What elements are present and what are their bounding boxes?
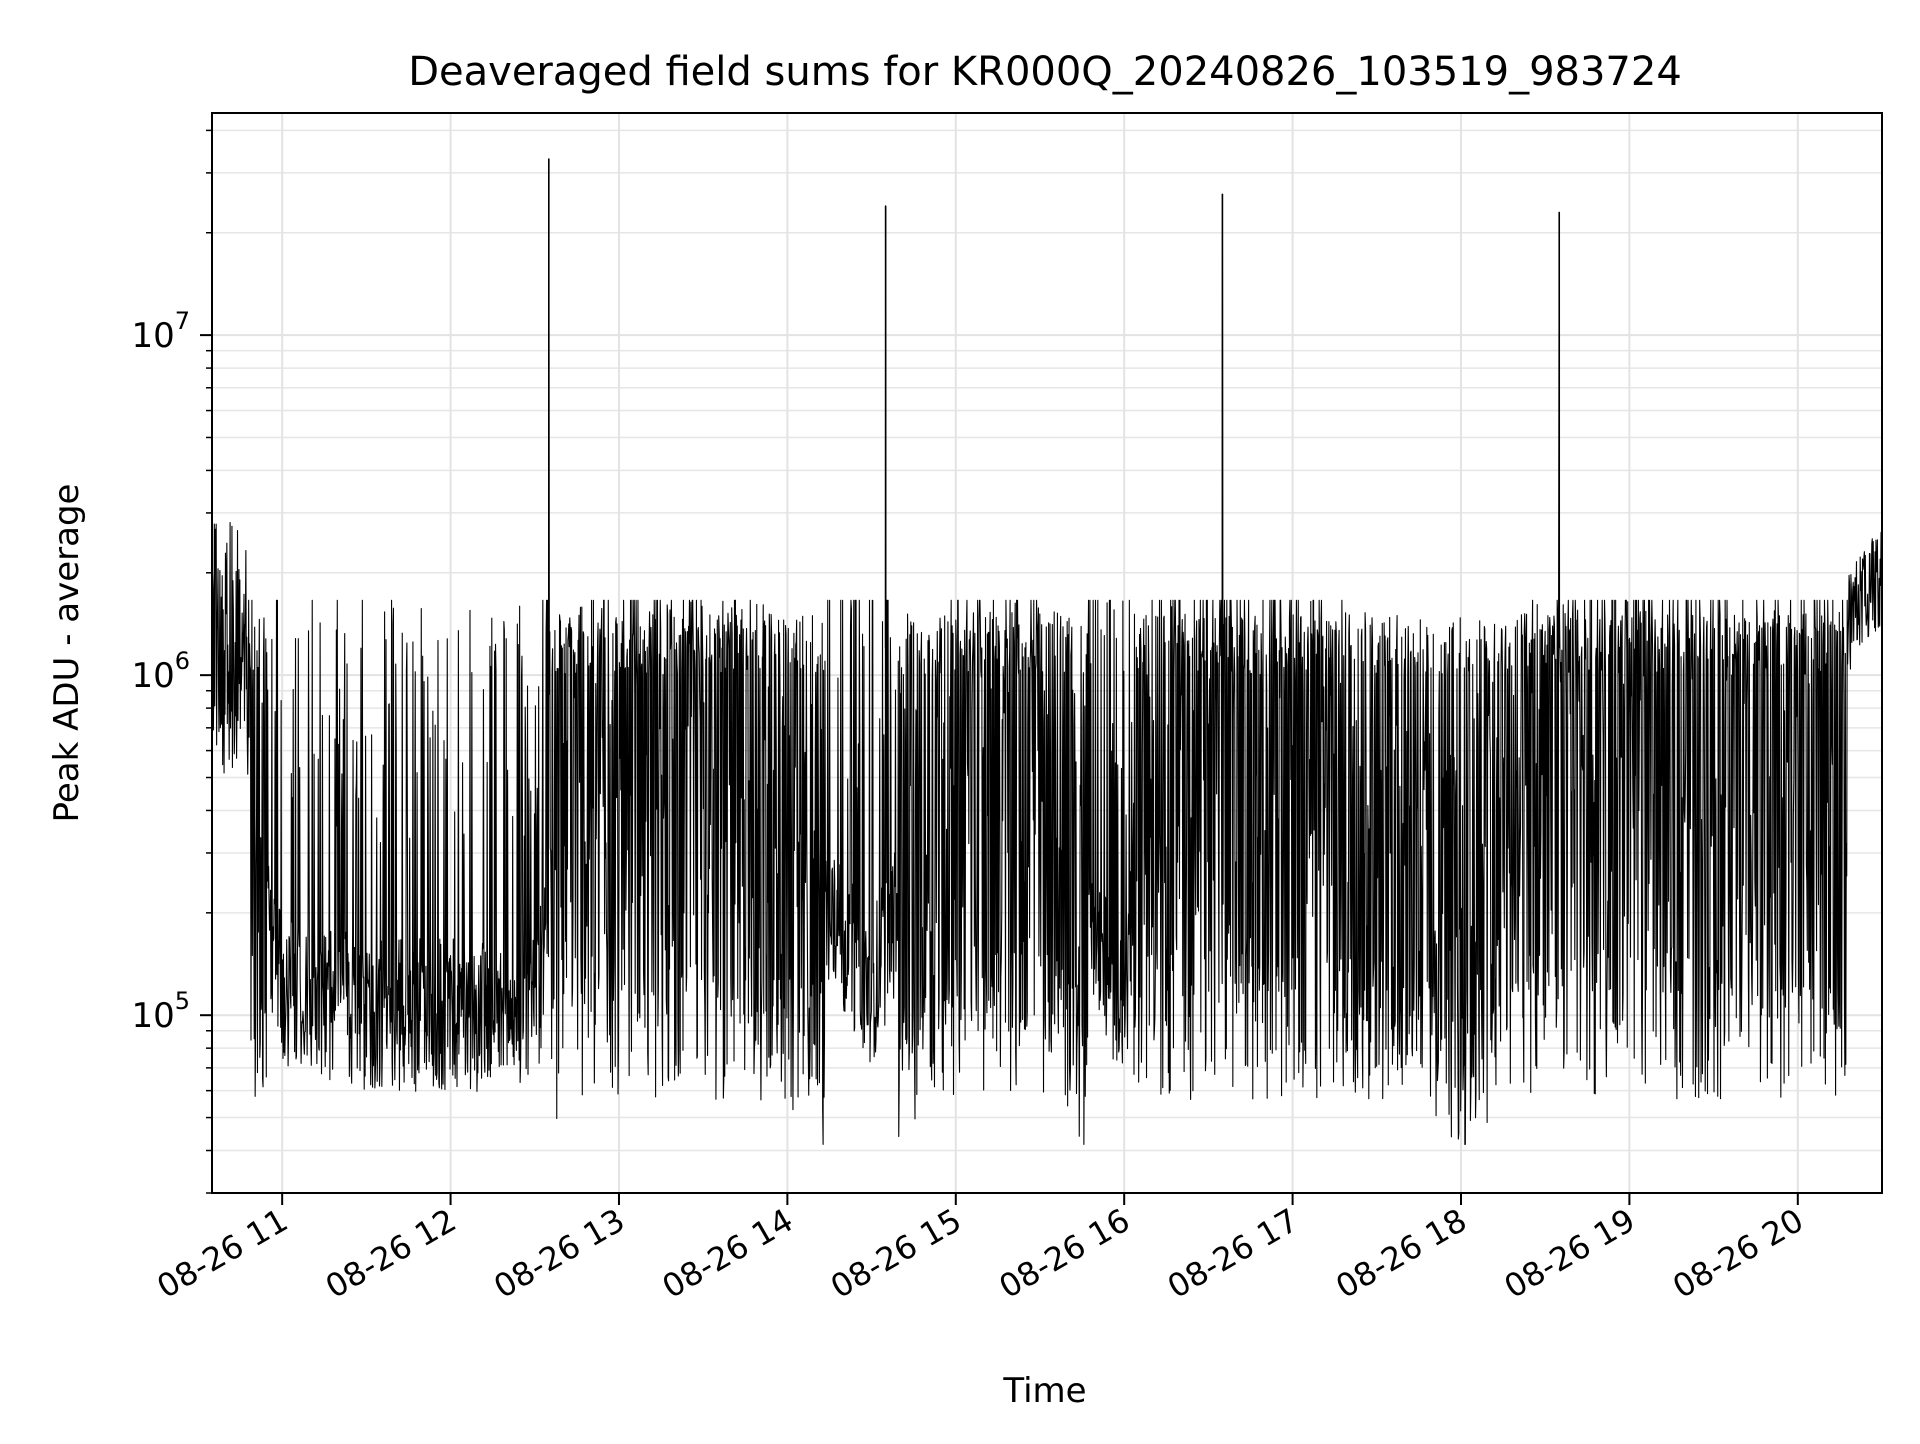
y-tick-label: 105 bbox=[131, 987, 190, 1036]
series-line bbox=[211, 158, 1883, 1145]
data-layer bbox=[211, 158, 1883, 1145]
plot-frame bbox=[211, 112, 1883, 1194]
chart-title: Deaveraged field sums for KR000Q_2024082… bbox=[408, 49, 1682, 95]
x-axis-label: Time bbox=[1002, 1371, 1086, 1411]
y-axis-label: Peak ADU - average bbox=[47, 484, 87, 823]
y-tick-label: 107 bbox=[131, 307, 190, 356]
y-tick-label: 106 bbox=[131, 647, 190, 696]
